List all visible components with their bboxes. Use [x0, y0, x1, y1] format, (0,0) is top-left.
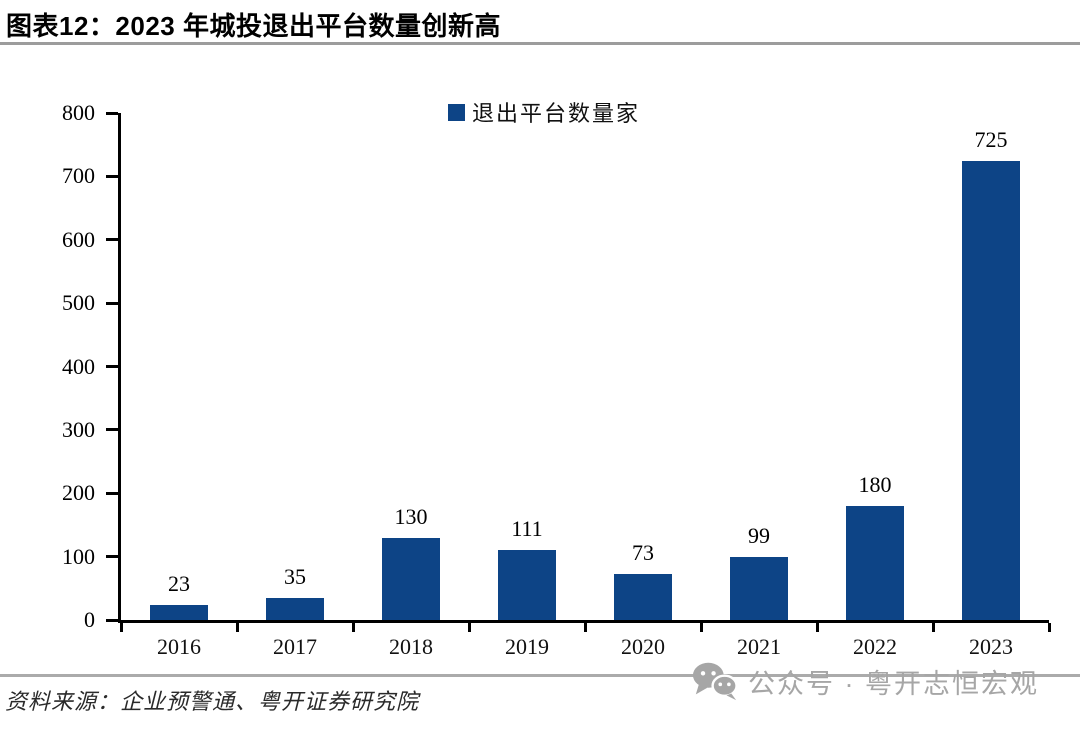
x-axis-category-label: 2018 [389, 634, 433, 659]
y-axis-tick-label: 400 [62, 353, 95, 379]
y-axis-tick [106, 491, 118, 495]
x-axis-category-label: 2016 [157, 634, 201, 659]
source-note: 资料来源：企业预警通、粤开证券研究院 [5, 689, 420, 714]
legend-label: 退出平台数量家 [472, 101, 641, 126]
chart-legend: 退出平台数量家 [448, 96, 640, 128]
bar-value-label: 23 [168, 571, 190, 596]
bar-value-label: 180 [858, 472, 892, 497]
bar [846, 506, 904, 620]
y-axis-tick [106, 618, 118, 622]
bar-value-label: 725 [974, 127, 1008, 152]
x-axis-category-label: 2022 [853, 634, 897, 659]
x-axis-tick [815, 623, 819, 632]
y-axis-tick [106, 238, 118, 242]
bar [266, 598, 324, 620]
bar-chart-plot-area: 0 100 200 300 400 500 600 700 800 23 2016 35 2017 130… [62, 100, 1051, 659]
wechat-icon [692, 660, 738, 702]
y-axis-tick-label: 0 [84, 607, 95, 632]
y-axis-tick-label: 100 [62, 543, 95, 569]
footer-divider [0, 674, 1080, 677]
bar [614, 574, 672, 620]
bar-value-label: 35 [284, 564, 306, 589]
x-axis-tick [931, 623, 935, 632]
x-axis-category-label: 2021 [737, 634, 781, 659]
y-axis-tick [106, 555, 118, 559]
x-axis-tick [699, 623, 703, 632]
x-axis-category-label: 2020 [621, 634, 665, 659]
x-axis-tick [583, 623, 587, 632]
bar [962, 161, 1020, 620]
figure-title: 图表12：2023 年城投退出平台数量创新高 [6, 11, 501, 41]
x-axis-category-label: 2017 [273, 634, 317, 659]
y-axis-tick-label: 500 [62, 290, 95, 316]
bar-value-label: 130 [394, 504, 428, 529]
y-axis-tick [106, 428, 118, 432]
bar-value-label: 111 [511, 516, 543, 541]
watermark-text: 公众号 · 粤开志恒宏观 [748, 668, 1039, 699]
y-axis-tick [106, 365, 118, 368]
x-axis-tick [1047, 623, 1051, 632]
legend-swatch-icon [448, 103, 465, 121]
y-axis-tick-label: 700 [62, 163, 95, 189]
y-axis-tick-label: 800 [62, 100, 95, 125]
bar [730, 557, 788, 620]
bar-value-label: 73 [632, 540, 654, 565]
y-axis-tick [106, 111, 118, 115]
x-axis-category-label: 2023 [969, 634, 1013, 659]
bar-value-label: 99 [748, 523, 770, 548]
x-axis-tick [351, 623, 355, 632]
y-axis-tick-label: 200 [62, 480, 95, 506]
y-axis-tick-label: 300 [62, 416, 95, 442]
x-axis-tick [119, 623, 123, 632]
x-axis-category-label: 2019 [505, 634, 549, 659]
bar [150, 605, 208, 620]
title-divider [0, 42, 1080, 45]
y-axis-tick [106, 301, 118, 305]
y-axis-tick [106, 174, 118, 178]
bar [382, 538, 440, 620]
x-axis-tick [235, 623, 239, 632]
y-axis-tick-label: 600 [62, 226, 95, 252]
watermark: 公众号 · 粤开志恒宏观 [692, 660, 1039, 702]
x-axis-tick [467, 623, 471, 632]
bar [498, 550, 556, 620]
